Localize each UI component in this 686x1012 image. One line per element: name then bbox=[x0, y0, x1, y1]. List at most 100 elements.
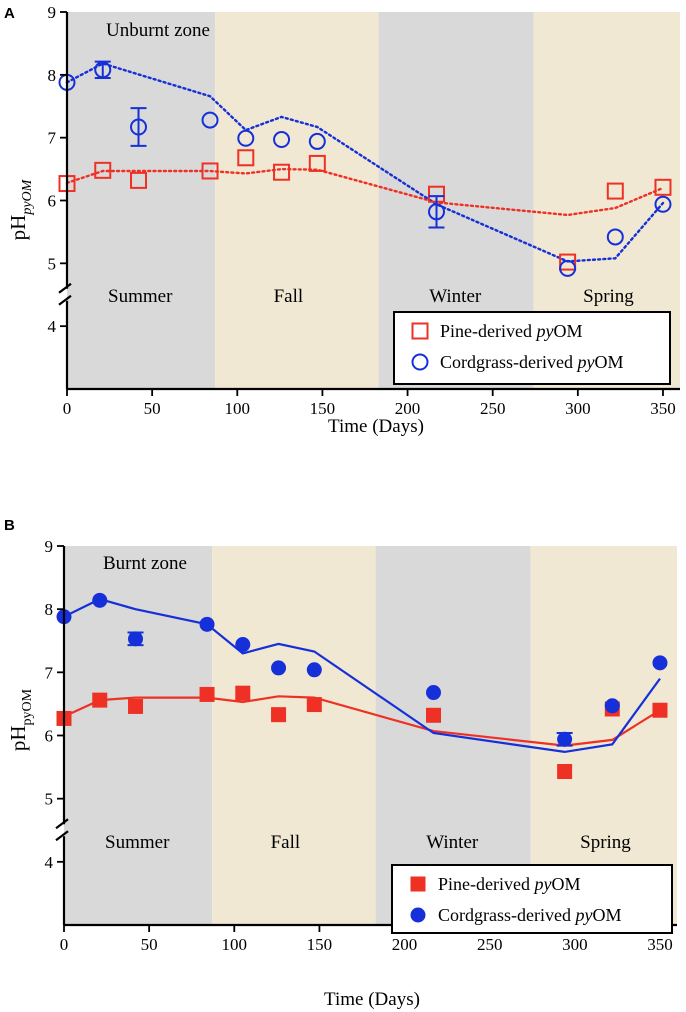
panel-a-cordgrass-marker bbox=[130, 118, 148, 136]
panel-a-pine-marker bbox=[130, 171, 148, 189]
panel-b-pine-marker bbox=[306, 697, 322, 713]
panel-a-pine-marker bbox=[606, 182, 624, 200]
panel-b-cordgrass-marker bbox=[235, 637, 251, 653]
panel-a-x-tick-label: 150 bbox=[310, 399, 336, 418]
panel-a-letter: A bbox=[4, 5, 15, 22]
panel-a-x-tick-label: 50 bbox=[144, 399, 161, 418]
panel-b-y-tick-label: 6 bbox=[45, 727, 54, 746]
panel-b-legend-label-cordgrass: Cordgrass-derived pyOM bbox=[438, 905, 621, 925]
panel-a-x-tick-label: 350 bbox=[650, 399, 676, 418]
panel-a-cordgrass-marker bbox=[428, 203, 446, 221]
panel-a-axis-break-mark bbox=[58, 282, 72, 294]
panel-b-letter: B bbox=[4, 517, 15, 534]
panel-b-y-label-main: pH bbox=[6, 725, 30, 751]
panel-a-legend-box bbox=[393, 311, 671, 385]
panel-b-x-tick-label: 0 bbox=[60, 935, 69, 954]
legend-label-end: OM bbox=[592, 905, 621, 925]
legend-label-italic: py bbox=[573, 905, 592, 925]
panel-a-y-tick-label: 4 bbox=[48, 317, 57, 336]
panel-b-legend-label-pine: Pine-derived pyOM bbox=[438, 874, 580, 894]
panel-a-x-axis-label: Time (Days) bbox=[328, 416, 424, 437]
panel-a-legend-pine-marker bbox=[411, 322, 429, 340]
panel-b-pine-marker bbox=[426, 707, 442, 723]
panel-b-cordgrass-marker bbox=[426, 685, 442, 701]
legend-label-end: OM bbox=[553, 321, 582, 341]
panel-b-y-label-sub: pyOM bbox=[20, 688, 35, 725]
panel-b-season-label-spring: Spring bbox=[580, 832, 631, 853]
panel-a-legend-label-pine: Pine-derived pyOM bbox=[440, 321, 582, 341]
panel-a-cordgrass-trend-line bbox=[65, 62, 665, 263]
panel-a-cordgrass-marker bbox=[94, 61, 112, 79]
legend-label-end: OM bbox=[594, 352, 623, 372]
panel-a-pine-trend-line bbox=[65, 167, 665, 217]
panel-b-pine-marker bbox=[652, 702, 668, 718]
panel-b-season-label-summer: Summer bbox=[105, 832, 170, 853]
panel-a-cordgrass-marker bbox=[559, 259, 577, 277]
panel-b-x-tick-label: 100 bbox=[222, 935, 248, 954]
panel-b-legend-cordgrass-marker bbox=[410, 907, 426, 923]
panel-b-pine-trend-line bbox=[63, 695, 661, 747]
panel-a: A Summer Fall Winter Spring Unburnt zone 4 5 6 7… bbox=[4, 3, 680, 437]
panel-b-pine-marker bbox=[271, 707, 287, 723]
panel-a-y-tick-label: 6 bbox=[48, 192, 57, 211]
panel-b-axis-break-mark bbox=[55, 830, 69, 842]
panel-b-cordgrass-trend-line bbox=[63, 597, 661, 754]
legend-label-end: OM bbox=[551, 874, 580, 894]
legend-label-italic: py bbox=[534, 321, 553, 341]
panel-b-pine-marker bbox=[92, 692, 108, 708]
panel-b-pine-marker bbox=[557, 764, 573, 780]
panel-a-x-tick-label: 100 bbox=[225, 399, 251, 418]
panel-b-x-tick-label: 200 bbox=[392, 935, 418, 954]
panel-a-season-label-summer: Summer bbox=[108, 286, 173, 307]
panel-b-season-label-winter: Winter bbox=[426, 832, 479, 853]
legend-label-italic: py bbox=[575, 352, 594, 372]
panel-b-y-tick-label: 5 bbox=[45, 790, 54, 809]
panel-b-x-tick-label: 150 bbox=[307, 935, 333, 954]
panel-a-season-label-fall: Fall bbox=[274, 286, 304, 307]
panel-b-season-band-fall bbox=[212, 546, 376, 925]
panel-b-pine-marker bbox=[128, 698, 144, 714]
panel-a-y-label-sub: pyOM bbox=[20, 178, 35, 215]
panel-a-x-tick-label: 300 bbox=[565, 399, 591, 418]
panel-b-y-tick-label: 7 bbox=[45, 663, 54, 682]
panel-b-season-label-fall: Fall bbox=[271, 832, 301, 853]
panel-a-x-tick-label: 0 bbox=[63, 399, 72, 418]
panel-b-cordgrass-marker bbox=[557, 731, 573, 747]
panel-b-legend-pine-marker bbox=[410, 876, 426, 892]
panel-a-season-band-summer bbox=[67, 12, 216, 389]
panel-a-pine-marker bbox=[559, 253, 577, 271]
panel-a-season-band-fall bbox=[215, 12, 379, 389]
panel-a-pine-marker bbox=[94, 161, 112, 179]
panel-b-cordgrass-marker bbox=[128, 631, 144, 647]
panel-a-cordgrass-marker bbox=[273, 131, 291, 149]
panel-a-x-tick-label: 250 bbox=[480, 399, 506, 418]
panel-b-y-tick-label: 4 bbox=[45, 853, 54, 872]
panel-b-x-tick-label: 250 bbox=[477, 935, 503, 954]
panel-b-pine-marker bbox=[199, 686, 215, 702]
panel-a-pine-marker bbox=[201, 162, 219, 180]
panel-a-y-axis-label: pHpyOM bbox=[6, 178, 35, 240]
legend-label-text: Pine-derived bbox=[440, 321, 536, 341]
panel-a-y-label-main: pH bbox=[6, 215, 30, 241]
legend-label-text: Cordgrass-derived bbox=[438, 905, 575, 925]
panel-a-y-tick-label: 8 bbox=[48, 66, 57, 85]
panel-b-plot-area: Summer Fall Winter Spring Burnt zone 4 5 6 7 8 9 0 5… bbox=[45, 537, 677, 954]
panel-a-season-label-winter: Winter bbox=[429, 286, 482, 307]
panel-b-cordgrass-marker bbox=[92, 592, 108, 608]
panel-b-cordgrass-marker bbox=[199, 616, 215, 632]
panel-a-cordgrass-marker bbox=[237, 129, 255, 147]
legend-label-text: Cordgrass-derived bbox=[440, 352, 577, 372]
panel-b-axis-break-mark bbox=[55, 818, 69, 830]
panel-a-pine-marker bbox=[308, 154, 326, 172]
panel-b: B Summer Fall Winter Spring Burnt zone 4 5 6 7 8 9… bbox=[4, 517, 677, 1010]
panel-a-y-tick-label: 5 bbox=[48, 254, 57, 273]
panel-a-y-tick-label: 7 bbox=[48, 129, 57, 148]
panel-a-x-tick-label: 200 bbox=[395, 399, 421, 418]
legend-label-italic: py bbox=[532, 874, 551, 894]
panel-a-cordgrass-marker bbox=[654, 195, 672, 213]
panel-b-cordgrass-marker bbox=[306, 662, 322, 678]
panel-a-cordgrass-marker bbox=[606, 228, 624, 246]
panel-b-x-tick-label: 50 bbox=[141, 935, 158, 954]
panel-a-pine-marker bbox=[273, 163, 291, 181]
panel-b-legend-box bbox=[391, 864, 673, 934]
